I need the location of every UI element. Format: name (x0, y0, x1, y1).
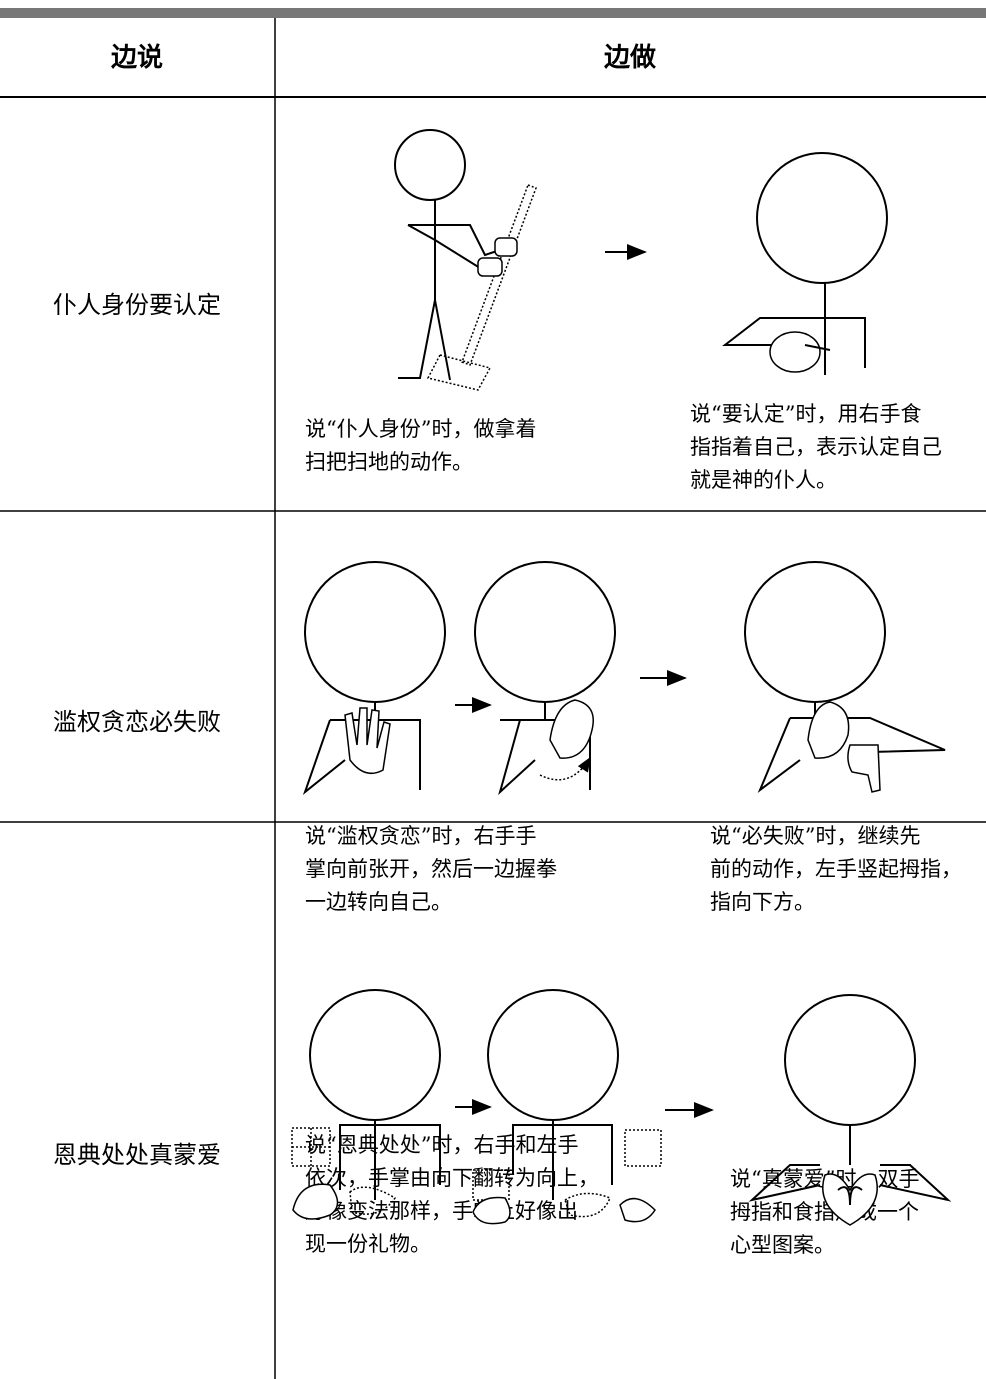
caption-line: 一边转向自己。 (305, 890, 452, 914)
top-bar (0, 8, 986, 18)
header-cell: 边说 (111, 43, 163, 73)
caption-line: 指向下方。 (710, 890, 815, 914)
caption-line: 好像变法那样，手掌上好像出 (305, 1199, 578, 1223)
illustration (394, 129, 888, 391)
header-cell: 边做 (604, 43, 656, 73)
caption-line: 心型图案。 (730, 1233, 835, 1257)
caption-line: 说“仆人身份”时，做拿着 (305, 417, 536, 441)
caption-line: 就是神的仆人。 (690, 468, 837, 492)
caption-line: 拇指和食指形成一个 (730, 1200, 919, 1224)
illustration (302, 561, 946, 796)
phrase: 仆人身份要认定 (53, 291, 221, 319)
caption-line: 说“必失败”时，继续先 (710, 824, 920, 848)
caption-line: 前的动作，左手竖起拇指， (710, 857, 962, 881)
caption-line: 说“滥权贪恋”时，右手手 (305, 824, 536, 848)
caption-line: 指指着自己，表示认定自己 (690, 435, 942, 459)
caption-line: 依次，手掌由向下翻转为向上， (305, 1166, 599, 1190)
illustration (291, 989, 952, 1226)
caption-line: 说“恩典处处”时，右手和左手 (305, 1133, 578, 1157)
phrase: 滥权贪恋必失败 (53, 708, 221, 736)
caption-line: 说“要认定”时，用右手食 (690, 402, 921, 426)
caption-line: 掌向前张开，然后一边握拳 (305, 857, 557, 881)
phrase: 恩典处处真蒙爱 (53, 1141, 221, 1169)
caption-line: 现一份礼物。 (305, 1232, 431, 1256)
caption-line: 扫把扫地的动作。 (305, 450, 473, 474)
